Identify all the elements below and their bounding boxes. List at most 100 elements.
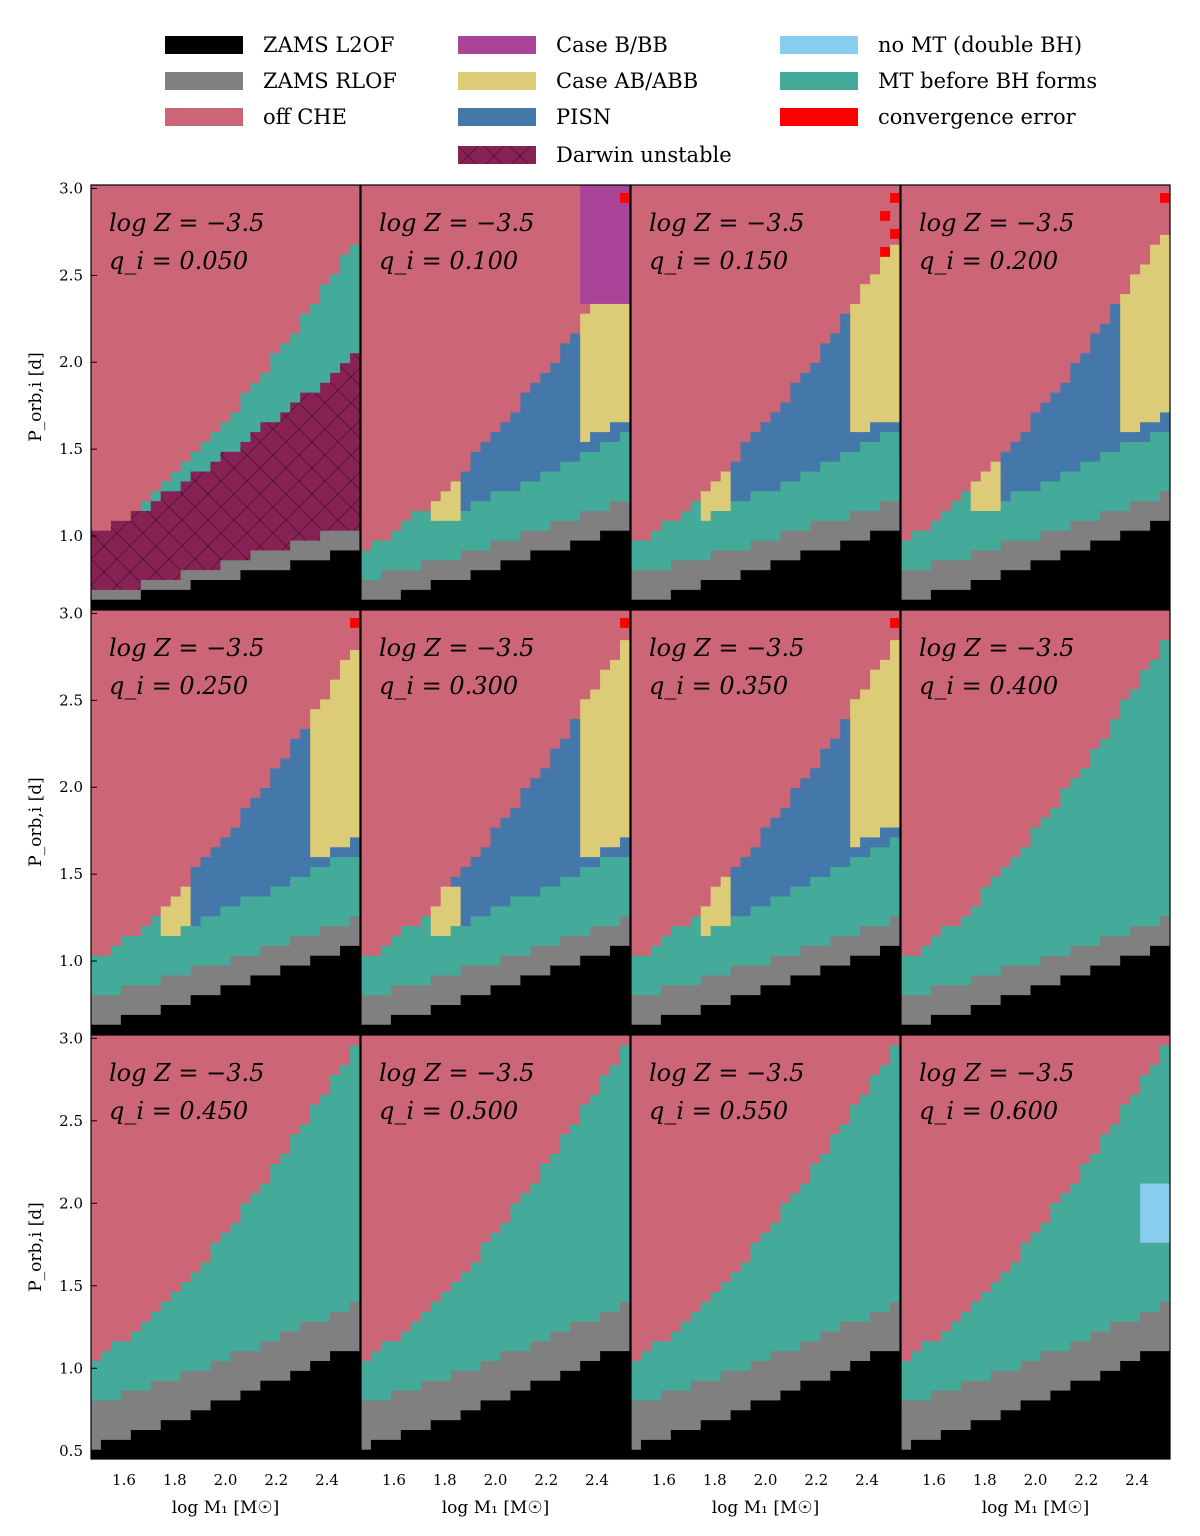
cell-l2of — [200, 579, 212, 590]
cell-caseab — [610, 392, 621, 403]
cell-offche — [460, 214, 472, 226]
cell-darwin-hatch — [330, 421, 341, 433]
cell-offche — [870, 244, 881, 255]
cell-caseab — [860, 293, 871, 304]
cell-l2of — [810, 569, 821, 581]
cell-offche — [390, 421, 402, 433]
cell-offche — [1070, 263, 1081, 275]
cell-mt — [1150, 441, 1161, 452]
cell-offche — [230, 283, 242, 295]
cell-rlof — [1070, 520, 1081, 531]
cell-offche — [540, 342, 551, 354]
cell-offche — [1100, 254, 1111, 265]
cell-offche — [901, 500, 912, 511]
cell-offche — [540, 214, 551, 226]
cell-offche — [250, 303, 261, 314]
cell-offche — [430, 214, 442, 226]
cell-offche — [91, 441, 102, 452]
cell-offche — [901, 470, 912, 482]
cell-offche — [680, 451, 692, 462]
cell-mt — [440, 520, 452, 531]
cell-mt — [300, 382, 311, 393]
cell-pisn — [770, 431, 782, 442]
cell-offche — [640, 382, 652, 393]
cell-offche — [410, 224, 422, 235]
cell-mt — [240, 411, 251, 423]
cell-mt — [960, 490, 972, 502]
cell-pisn — [530, 470, 541, 482]
cell-offche — [980, 332, 992, 344]
cell-rlof — [980, 559, 992, 571]
heatmap-cells — [91, 185, 360, 609]
cell-offche — [170, 392, 182, 403]
cell-offche — [631, 520, 642, 531]
cell-offche — [670, 185, 682, 196]
cell-offche — [970, 224, 982, 235]
cell-offche — [390, 273, 402, 285]
cell-pisn — [730, 480, 742, 492]
cell-pisn — [1070, 451, 1081, 462]
legend-swatch — [780, 36, 858, 54]
cell-offche — [361, 342, 372, 354]
cell-offche — [1090, 185, 1101, 196]
cell-offche — [160, 185, 172, 196]
cell-offche — [740, 293, 752, 304]
cell-offche — [410, 500, 422, 511]
cell-offche — [330, 214, 341, 226]
cell-mt — [530, 520, 541, 531]
cell-offche — [160, 273, 172, 285]
cell-offche — [830, 293, 841, 304]
cell-darwin-hatch — [210, 539, 222, 551]
cell-mt — [570, 470, 581, 482]
cell-offche — [400, 224, 412, 235]
cell-offche — [960, 244, 972, 255]
cell-rlof — [580, 520, 591, 531]
cell-offche — [110, 224, 122, 235]
cell-l2of — [340, 549, 351, 561]
cell-offche — [710, 451, 722, 462]
cell-offche — [680, 470, 692, 482]
cell-offche — [361, 204, 372, 216]
cell-offche — [510, 401, 521, 413]
cell-l2of — [600, 579, 611, 590]
cell-offche — [260, 204, 271, 216]
cell-darwin-hatch — [350, 470, 360, 482]
cell-caseab — [590, 342, 601, 354]
cell-offche — [990, 431, 1002, 442]
cell-pisn — [1020, 431, 1032, 442]
cell-offche — [850, 244, 861, 255]
cell-mt — [780, 510, 791, 521]
cell-offche — [260, 293, 271, 304]
cell-offche — [420, 273, 432, 285]
cell-offche — [660, 313, 672, 324]
cell-l2of — [300, 579, 311, 590]
cell-rlof — [970, 549, 982, 561]
cell-offche — [1070, 204, 1081, 216]
cell-offche — [120, 362, 132, 373]
cell-caseab — [880, 263, 891, 275]
cell-offche — [120, 401, 132, 413]
cell-offche — [810, 224, 821, 235]
cell-offche — [340, 185, 351, 196]
cell-offche — [640, 441, 652, 452]
cell-offche — [1090, 244, 1101, 255]
cell-mt — [800, 470, 811, 482]
cell-mt — [290, 332, 301, 344]
cell-l2of — [920, 599, 932, 609]
cell-mt — [450, 520, 462, 531]
cell-offche — [150, 323, 162, 334]
cell-mt — [540, 490, 551, 502]
cell-offche — [210, 342, 222, 354]
cell-offche — [901, 480, 912, 492]
cell-offche — [160, 431, 172, 442]
cell-offche — [950, 382, 962, 393]
cell-darwin-hatch — [290, 470, 301, 482]
cell-rlof — [1080, 539, 1091, 551]
cell-offche — [91, 401, 102, 413]
cell-offche — [410, 411, 422, 423]
cell-mt — [540, 470, 551, 482]
cell-l2of — [500, 559, 512, 571]
cell-l2of — [500, 579, 512, 590]
cell-mt — [570, 510, 581, 521]
cell-l2of — [1140, 589, 1151, 600]
